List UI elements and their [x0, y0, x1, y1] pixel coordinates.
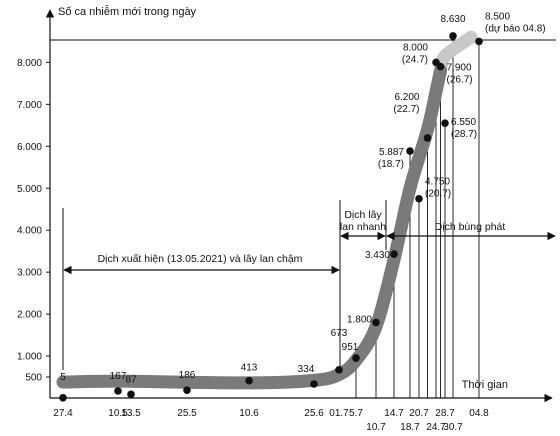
trend-band	[56, 64, 447, 390]
data-sublabel: (26.7)	[447, 75, 473, 86]
x-tick-label: 28.7	[435, 408, 455, 419]
data-point	[423, 134, 432, 142]
data-label: 1.800	[347, 314, 372, 325]
data-point	[441, 119, 449, 128]
x-tick-label: 10.6	[239, 408, 259, 419]
data-label: 167	[110, 371, 127, 382]
data-label: 87	[125, 374, 137, 385]
data-point	[245, 376, 253, 385]
data-label: 7.900	[447, 63, 472, 74]
data-label: 4.750	[425, 177, 450, 188]
phase3-label: Dịch bùng phát	[435, 221, 506, 233]
data-label: 8.500	[485, 11, 510, 22]
data-label: 6.200	[394, 92, 419, 103]
y-tick-label: 5.000	[17, 184, 42, 195]
y-tick-label: 2.000	[17, 310, 42, 321]
x-tick-label-lower: 18.7	[400, 422, 420, 433]
x-tick-label: 14.7	[384, 408, 404, 419]
data-sublabel: (20.7)	[425, 189, 451, 200]
data-point	[390, 250, 398, 258]
data-label: 413	[241, 363, 258, 374]
x-tick-label: 20.7	[409, 408, 429, 419]
y-axis-title: Số ca nhiễm mới trong ngày	[58, 5, 197, 18]
data-point	[310, 380, 318, 388]
x-tick-label-lower: 30.7	[443, 422, 463, 433]
x-tick-labels: 27.4 10.513.5 25.5 10.6 25.6 01.7 5.7 14.7 20.7 2…	[53, 408, 489, 433]
data-point	[352, 354, 360, 362]
y-tick-label: 8.000	[17, 58, 42, 69]
x-tick-label: 01.7	[329, 408, 349, 419]
x-tick-label: 13.5	[121, 408, 141, 419]
y-tick-label: 500	[25, 373, 42, 384]
x-tick-label: 5.7	[349, 408, 363, 419]
data-label: 3.430	[365, 250, 390, 261]
phase2-label-line1: Dịch lây	[344, 209, 382, 221]
x-tick-label: 04.8	[469, 408, 489, 419]
y-tick-label: 1.000	[17, 352, 42, 363]
data-sublabel: (22.7)	[393, 104, 419, 115]
data-point	[372, 318, 380, 327]
data-label: 5.887	[379, 147, 404, 158]
y-tick-label: 7.000	[17, 100, 42, 111]
data-label: 5	[60, 372, 66, 383]
data-point	[436, 62, 445, 71]
x-tick-label: 10.5	[108, 408, 128, 419]
x-tick-label-lower: 24.7	[426, 422, 446, 433]
data-point	[406, 147, 414, 155]
x-tick-label: 25.5	[177, 408, 197, 419]
data-label: 186	[179, 370, 196, 381]
data-point	[59, 393, 67, 402]
data-point	[449, 32, 457, 40]
data-points	[59, 32, 483, 402]
data-sublabel: (28.7)	[451, 129, 477, 140]
x-axis-title: Thời gian	[462, 379, 508, 391]
data-point	[127, 390, 135, 399]
data-sublabel: (18.7)	[378, 159, 404, 170]
data-point	[114, 387, 122, 395]
data-label: 673	[331, 328, 348, 339]
data-label: 334	[298, 364, 315, 375]
data-label: 8.630	[440, 14, 465, 25]
data-label: 8.000	[403, 42, 428, 53]
y-tick-label: 3.000	[17, 268, 42, 279]
data-point	[335, 365, 343, 374]
y-tick-label: 6.000	[17, 142, 42, 153]
y-tick-labels: 500 1.000 2.000 3.000 4.000 5.000 6.000 7.000 8.…	[17, 58, 50, 384]
data-point	[475, 37, 483, 46]
data-sublabel: (dự báo 04.8)	[485, 23, 546, 34]
x-tick-label-lower: 10.7	[366, 422, 386, 433]
data-labels: 5 167 87 186 413 334 673 951 1.800 3.430 5.887(18.…	[60, 11, 545, 385]
data-point	[183, 386, 191, 394]
y-tick-label: 4.000	[17, 226, 42, 237]
data-label: 6.550	[451, 117, 476, 128]
data-point	[415, 194, 423, 203]
phase1-label: Dịch xuất hiện (13.05.2021) và lây lan c…	[98, 253, 303, 265]
data-label: 951	[342, 342, 359, 353]
x-tick-label: 25.6	[304, 408, 324, 419]
data-sublabel: (24.7)	[402, 54, 428, 65]
phase2-label-line2: lan nhanh	[340, 221, 386, 233]
x-tick-label: 27.4	[53, 408, 73, 419]
